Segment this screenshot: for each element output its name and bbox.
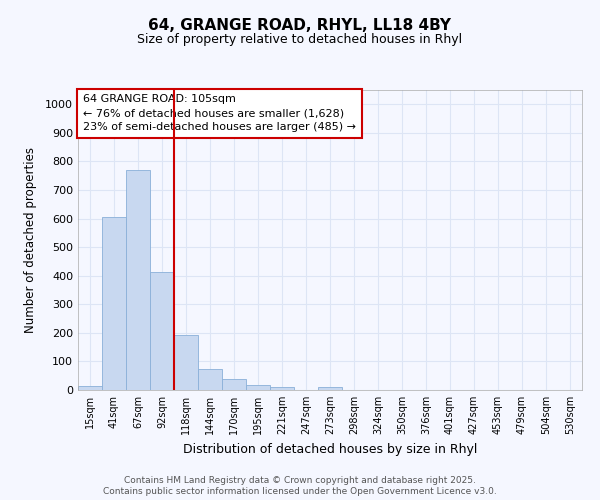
Bar — [222, 378, 246, 390]
Bar — [150, 272, 174, 390]
Bar — [78, 386, 102, 390]
Bar — [174, 335, 198, 390]
Bar — [318, 387, 342, 390]
Bar — [246, 385, 270, 390]
Text: 64, GRANGE ROAD, RHYL, LL18 4BY: 64, GRANGE ROAD, RHYL, LL18 4BY — [149, 18, 452, 32]
Text: 64 GRANGE ROAD: 105sqm
← 76% of detached houses are smaller (1,628)
23% of semi-: 64 GRANGE ROAD: 105sqm ← 76% of detached… — [83, 94, 356, 132]
Bar — [198, 368, 222, 390]
Text: Size of property relative to detached houses in Rhyl: Size of property relative to detached ho… — [137, 32, 463, 46]
X-axis label: Distribution of detached houses by size in Rhyl: Distribution of detached houses by size … — [183, 442, 477, 456]
Text: Contains HM Land Registry data © Crown copyright and database right 2025.: Contains HM Land Registry data © Crown c… — [124, 476, 476, 485]
Text: Contains public sector information licensed under the Open Government Licence v3: Contains public sector information licen… — [103, 487, 497, 496]
Y-axis label: Number of detached properties: Number of detached properties — [24, 147, 37, 333]
Bar — [102, 216, 126, 390]
Bar — [126, 170, 150, 390]
Bar — [270, 386, 294, 390]
